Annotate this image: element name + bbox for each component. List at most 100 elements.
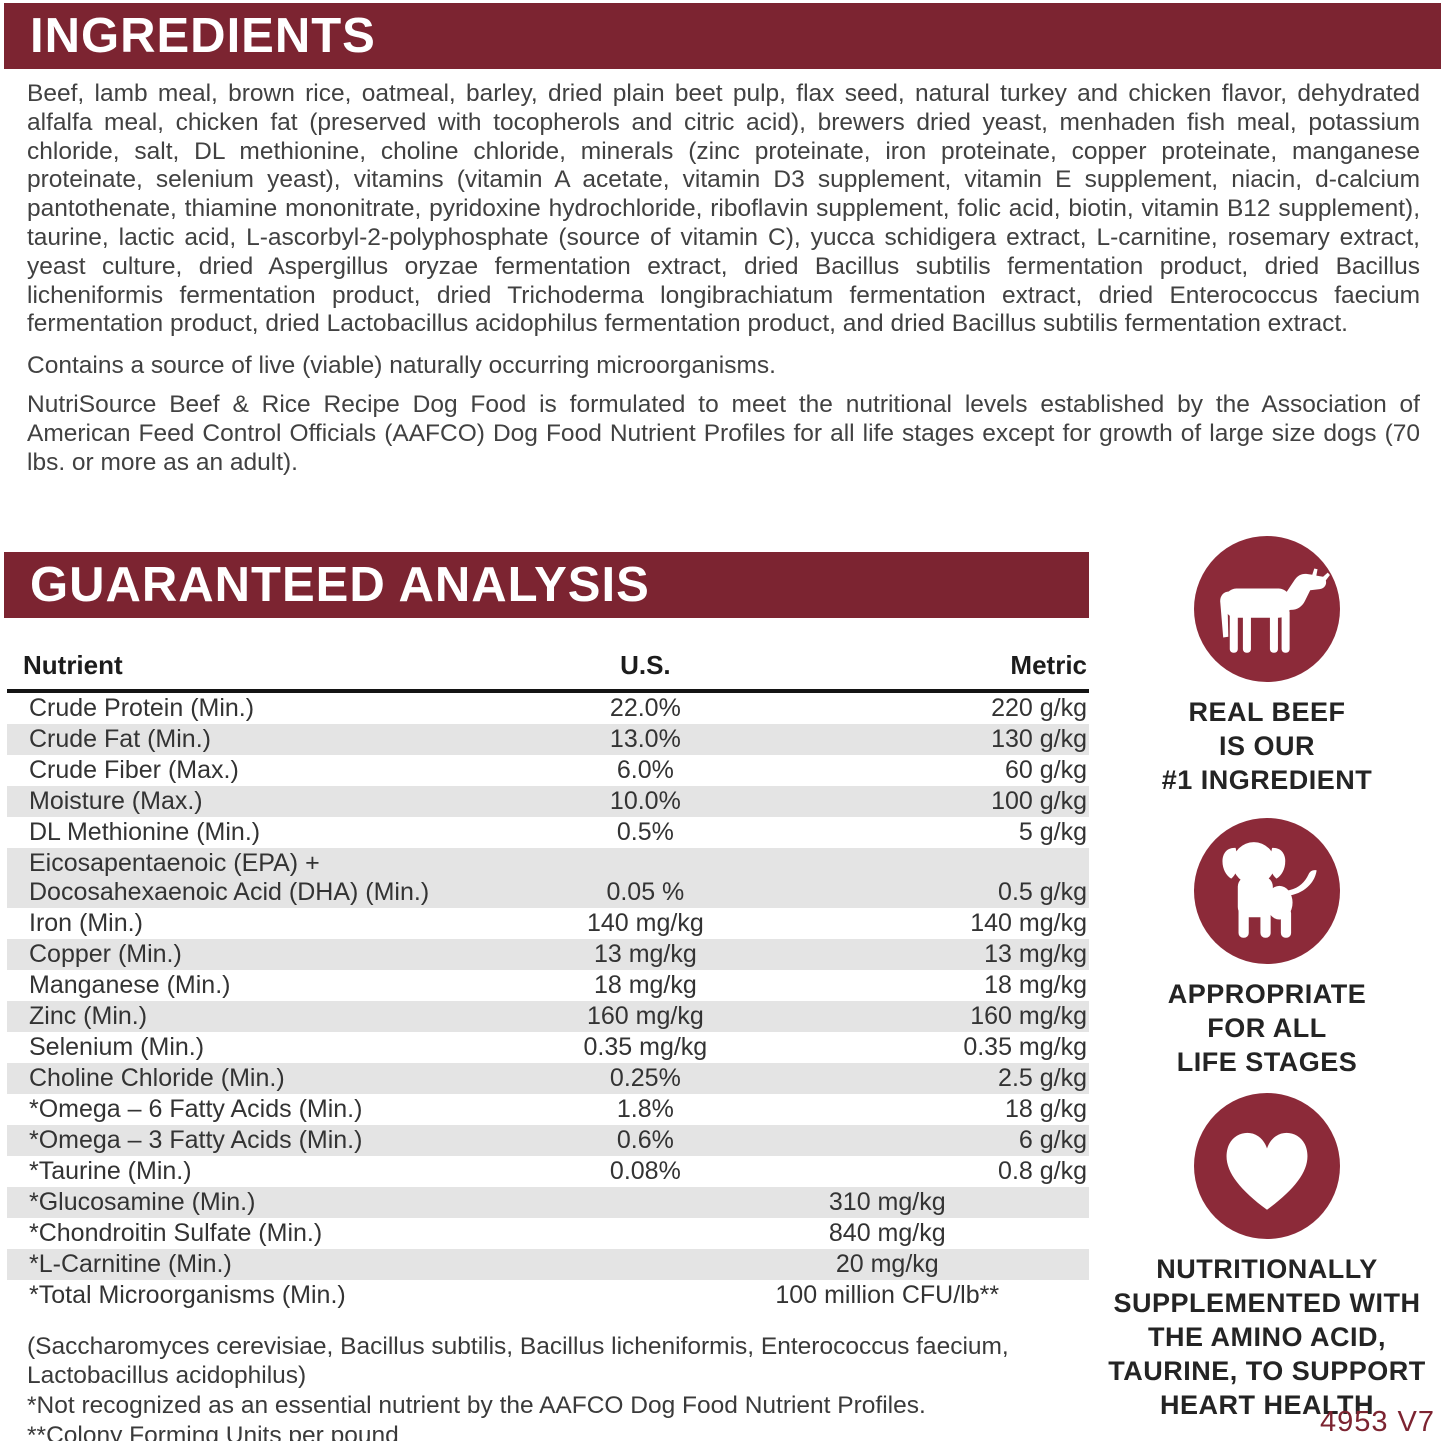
table-row: Eicosapentaenoic (EPA) + Docosahexaenoic…: [7, 848, 1089, 908]
metric-value-cell: 5 g/kg: [1018, 818, 1087, 846]
ingredients-list: Beef, lamb meal, brown rice, oatmeal, ba…: [27, 80, 1420, 338]
us-value-cell: 0.25%: [609, 1064, 681, 1092]
nutrient-cell: Zinc (Min.): [29, 1002, 148, 1030]
footnotes-section: (Saccharomyces cerevisiae, Bacillus subt…: [27, 1332, 1067, 1441]
real-beef-badge: REAL BEEF IS OUR #1 INGREDIENT: [1089, 536, 1445, 797]
us-value-cell: 18 mg/kg: [593, 971, 697, 999]
nutrient-cell: *Chondroitin Sulfate (Min.): [29, 1219, 323, 1247]
metric-value-cell: 6 g/kg: [1018, 1126, 1087, 1154]
table-row: Crude Fat (Min.) 13.0% 130 g/kg: [7, 724, 1089, 755]
nutrient-cell: *Total Microorganisms (Min.): [29, 1281, 346, 1309]
us-value-cell: 160 mg/kg: [586, 1002, 704, 1030]
nutrient-cell: *Glucosamine (Min.): [29, 1188, 256, 1216]
table-row: *Total Microorganisms (Min.) 100 million …: [7, 1280, 1089, 1311]
table-row: Crude Fiber (Max.) 6.0% 60 g/kg: [7, 755, 1089, 786]
nutrient-cell: Manganese (Min.): [29, 971, 231, 999]
table-row: Crude Protein (Min.) 22.0% 220 g/kg: [7, 691, 1089, 724]
footnote-microorganism-species: (Saccharomyces cerevisiae, Bacillus subt…: [27, 1333, 1009, 1389]
guaranteed-analysis-header-band: GUARANTEED ANALYSIS: [4, 552, 1089, 618]
nutrient-cell: *Taurine (Min.): [29, 1157, 192, 1185]
table-row: Choline Chloride (Min.) 0.25% 2.5 g/kg: [7, 1063, 1089, 1094]
table-row: *Glucosamine (Min.) 310 mg/kg: [7, 1187, 1089, 1218]
table-header-row: Nutrient U.S. Metric: [7, 646, 1089, 693]
table-row: Manganese (Min.) 18 mg/kg 18 mg/kg: [7, 970, 1089, 1001]
heart-icon: [1194, 1093, 1340, 1239]
dog-icon: [1194, 818, 1340, 964]
us-value-cell: 0.5%: [616, 818, 674, 846]
nutrient-cell: *Omega – 6 Fatty Acids (Min.): [29, 1095, 363, 1123]
nutrient-cell: Eicosapentaenoic (EPA) + Docosahexaenoic…: [29, 849, 430, 906]
column-header-metric: Metric: [775, 646, 1089, 693]
metric-value-cell: 18 mg/kg: [984, 971, 1087, 999]
us-value-cell: 10.0%: [609, 787, 681, 815]
us-value-cell: 1.8%: [616, 1095, 674, 1123]
us-value-cell: 22.0%: [609, 694, 681, 722]
table-row: DL Methionine (Min.) 0.5% 5 g/kg: [7, 817, 1089, 848]
metric-value-cell: 140 mg/kg: [970, 909, 1087, 937]
table-row: *Omega – 6 Fatty Acids (Min.) 1.8% 18 g/kg: [7, 1094, 1089, 1125]
guaranteed-analysis-table-body: Crude Protein (Min.) 22.0% 220 g/kg Crude F…: [7, 691, 1089, 1311]
footnote-not-recognized: *Not recognized as an essential nutrient…: [27, 1392, 926, 1419]
version-code: 4953 V7: [1319, 1406, 1435, 1438]
footnote-cfu: **Colony Forming Units per pound: [27, 1422, 399, 1441]
table-row: Moisture (Max.) 10.0% 100 g/kg: [7, 786, 1089, 817]
us-value-cell: 0.35 mg/kg: [583, 1033, 708, 1061]
badge-rail: REAL BEEF IS OUR #1 INGREDIENT APPROPRIA…: [1089, 0, 1445, 1441]
nutrient-cell: Crude Fat (Min.): [29, 725, 211, 753]
us-value-cell: 0.08%: [609, 1157, 681, 1185]
ingredients-heading: INGREDIENTS: [30, 8, 376, 63]
life-stages-badge: APPROPRIATE FOR ALL LIFE STAGES: [1089, 818, 1445, 1079]
metric-value-cell: 13 mg/kg: [984, 940, 1087, 968]
nutrient-cell: Iron (Min.): [29, 909, 143, 937]
nutrient-cell: DL Methionine (Min.): [29, 818, 261, 846]
ingredients-header-band: INGREDIENTS: [4, 3, 1441, 69]
us-value-cell: 140 mg/kg: [586, 909, 704, 937]
aafco-statement: NutriSource Beef & Rice Recipe Dog Food …: [27, 390, 1420, 476]
table-row: *L-Carnitine (Min.) 20 mg/kg: [7, 1249, 1089, 1280]
metric-value-cell: 18 g/kg: [1004, 1095, 1087, 1123]
microorganisms-note: Contains a source of live (viable) natur…: [27, 352, 776, 380]
nutrient-cell: Selenium (Min.): [29, 1033, 205, 1061]
table-row: Iron (Min.) 140 mg/kg 140 mg/kg: [7, 908, 1089, 939]
us-value-cell: 13.0%: [609, 725, 681, 753]
metric-value-cell: 0.5 g/kg: [998, 878, 1087, 906]
column-header-nutrient: Nutrient: [7, 646, 516, 693]
combined-value-cell: 310 mg/kg: [828, 1188, 946, 1216]
table-row: *Chondroitin Sulfate (Min.) 840 mg/kg: [7, 1218, 1089, 1249]
nutrient-cell: *L-Carnitine (Min.): [29, 1250, 232, 1278]
combined-value-cell: 20 mg/kg: [835, 1250, 939, 1278]
heart-health-caption: NUTRITIONALLY SUPPLEMENTED WITH THE AMIN…: [1108, 1254, 1426, 1420]
table-row: *Taurine (Min.) 0.08% 0.8 g/kg: [7, 1156, 1089, 1187]
heart-health-badge: NUTRITIONALLY SUPPLEMENTED WITH THE AMIN…: [1089, 1093, 1445, 1422]
combined-value-cell: 100 million CFU/lb**: [775, 1281, 1000, 1309]
table-row: Selenium (Min.) 0.35 mg/kg 0.35 mg/kg: [7, 1032, 1089, 1063]
metric-value-cell: 100 g/kg: [991, 787, 1087, 815]
real-beef-caption: REAL BEEF IS OUR #1 INGREDIENT: [1161, 697, 1373, 795]
us-value-cell: 0.6%: [616, 1126, 674, 1154]
metric-value-cell: 60 g/kg: [1004, 756, 1087, 784]
guaranteed-analysis-table-wrap: Nutrient U.S. Metric Crude Protein (Min.…: [7, 646, 1089, 1311]
nutrient-cell: *Omega – 3 Fatty Acids (Min.): [29, 1126, 363, 1154]
guaranteed-analysis-heading: GUARANTEED ANALYSIS: [30, 557, 650, 612]
nutrient-cell: Choline Chloride (Min.): [29, 1064, 285, 1092]
nutrient-cell: Crude Protein (Min.): [29, 694, 255, 722]
table-row: Zinc (Min.) 160 mg/kg 160 mg/kg: [7, 1001, 1089, 1032]
life-stages-caption: APPROPRIATE FOR ALL LIFE STAGES: [1167, 979, 1367, 1077]
nutrient-cell: Copper (Min.): [29, 940, 182, 968]
cow-icon: [1194, 536, 1340, 682]
table-row: Copper (Min.) 13 mg/kg 13 mg/kg: [7, 939, 1089, 970]
metric-value-cell: 0.8 g/kg: [998, 1157, 1087, 1185]
guaranteed-analysis-table: Nutrient U.S. Metric Crude Protein (Min.…: [7, 646, 1089, 1311]
metric-value-cell: 130 g/kg: [991, 725, 1087, 753]
metric-value-cell: 2.5 g/kg: [998, 1064, 1087, 1092]
table-row: *Omega – 3 Fatty Acids (Min.) 0.6% 6 g/kg: [7, 1125, 1089, 1156]
metric-value-cell: 220 g/kg: [991, 694, 1087, 722]
us-value-cell: 13 mg/kg: [593, 940, 697, 968]
metric-value-cell: 160 mg/kg: [970, 1002, 1087, 1030]
ingredients-section: Beef, lamb meal, brown rice, oatmeal, ba…: [27, 80, 1420, 477]
nutrient-cell: Crude Fiber (Max.): [29, 756, 239, 784]
metric-value-cell: 0.35 mg/kg: [963, 1033, 1087, 1061]
nutrient-cell: Moisture (Max.): [29, 787, 203, 815]
us-value-cell: 6.0%: [616, 756, 674, 784]
